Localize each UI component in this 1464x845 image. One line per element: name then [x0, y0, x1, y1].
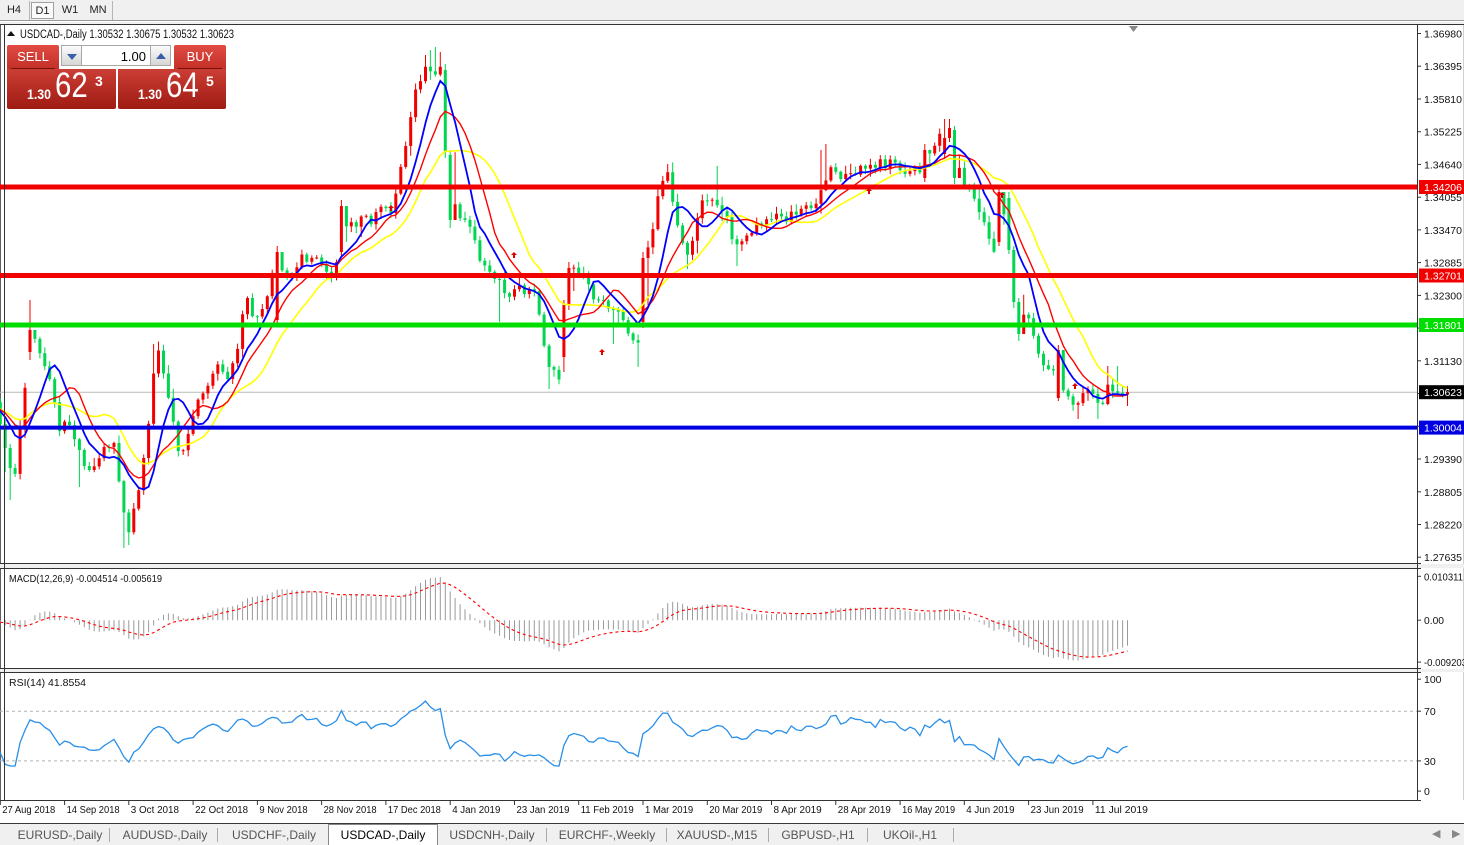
svg-text:1 Mar 2019: 1 Mar 2019 [645, 805, 694, 816]
svg-text:1.35810: 1.35810 [1424, 94, 1462, 106]
svg-text:1.28220: 1.28220 [1424, 520, 1462, 532]
svg-text:1.32300: 1.32300 [1424, 290, 1462, 302]
svg-text:1.36395: 1.36395 [1424, 61, 1462, 73]
svg-text:1.28805: 1.28805 [1424, 487, 1462, 499]
svg-text:USDCAD-,Daily 1.30532 1.30675: USDCAD-,Daily 1.30532 1.30675 1.30532 1.… [20, 29, 234, 41]
svg-text:1.29390: 1.29390 [1424, 454, 1462, 466]
svg-text:4 Jan 2019: 4 Jan 2019 [452, 805, 501, 816]
svg-text:23 Jun 2019: 23 Jun 2019 [1031, 805, 1084, 816]
svg-text:100: 100 [1424, 674, 1442, 686]
svg-text:1.32885: 1.32885 [1424, 258, 1462, 270]
svg-text:1.34206: 1.34206 [1424, 182, 1462, 194]
svg-text:23 Jan 2019: 23 Jan 2019 [517, 805, 570, 816]
svg-text:1.36980: 1.36980 [1424, 29, 1462, 41]
svg-text:28 Nov 2018: 28 Nov 2018 [324, 805, 377, 816]
svg-text:1.27635: 1.27635 [1424, 552, 1462, 564]
svg-text:16 May 2019: 16 May 2019 [902, 805, 955, 816]
svg-text:27 Aug 2018: 27 Aug 2018 [2, 805, 55, 816]
svg-text:RSI(14) 41.8554: RSI(14) 41.8554 [9, 677, 86, 689]
svg-text:30: 30 [1424, 756, 1436, 768]
svg-text:0.010311: 0.010311 [1424, 571, 1463, 583]
svg-text:MACD(12,26,9) -0.004514 -0.005: MACD(12,26,9) -0.004514 -0.005619 [9, 573, 162, 585]
svg-text:28 Apr 2019: 28 Apr 2019 [838, 805, 891, 816]
svg-text:-0.009203: -0.009203 [1424, 657, 1464, 669]
svg-text:11 Feb 2019: 11 Feb 2019 [581, 805, 634, 816]
svg-text:1.35225: 1.35225 [1424, 127, 1462, 139]
svg-text:70: 70 [1424, 706, 1436, 718]
svg-text:8 Apr 2019: 8 Apr 2019 [774, 805, 823, 816]
svg-text:22 Oct 2018: 22 Oct 2018 [195, 805, 248, 816]
svg-text:4 Jun 2019: 4 Jun 2019 [966, 805, 1015, 816]
svg-text:1.32701: 1.32701 [1424, 271, 1462, 283]
svg-text:11 Jul 2019: 11 Jul 2019 [1095, 805, 1148, 816]
svg-text:14 Sep 2018: 14 Sep 2018 [67, 805, 120, 816]
svg-text:0.00: 0.00 [1424, 615, 1444, 627]
svg-text:1.31801: 1.31801 [1424, 320, 1462, 332]
svg-text:20 Mar 2019: 20 Mar 2019 [709, 805, 762, 816]
svg-text:17 Dec 2018: 17 Dec 2018 [388, 805, 441, 816]
svg-text:1.30004: 1.30004 [1424, 423, 1462, 435]
svg-text:1.34640: 1.34640 [1424, 159, 1462, 171]
svg-text:3 Oct 2018: 3 Oct 2018 [131, 805, 180, 816]
svg-text:1.33470: 1.33470 [1424, 225, 1462, 237]
svg-text:0: 0 [1424, 786, 1430, 798]
svg-text:9 Nov 2018: 9 Nov 2018 [259, 805, 308, 816]
svg-text:1.31130: 1.31130 [1424, 356, 1462, 368]
svg-text:1.30623: 1.30623 [1424, 387, 1462, 399]
svg-text:1.34055: 1.34055 [1424, 192, 1462, 204]
